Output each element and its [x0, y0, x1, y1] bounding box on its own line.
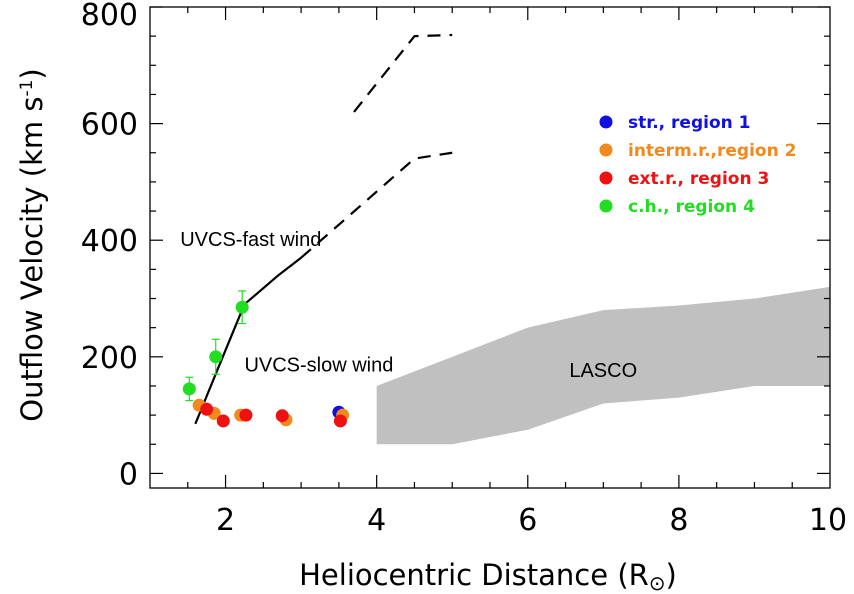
y-tick-label: 800: [81, 0, 138, 33]
data-points-layer: [182, 290, 350, 428]
x-axis-label: Heliocentric Distance (R⊙): [299, 558, 677, 594]
legend-label: c.h., region 4: [628, 197, 755, 217]
lasco-band-layer: [376, 286, 830, 445]
x-tick-label: 10: [809, 503, 847, 538]
data-point: [209, 350, 223, 364]
x-tick-label: 2: [216, 503, 235, 538]
y-tick-label: 400: [81, 224, 138, 259]
data-point: [275, 409, 289, 423]
lasco-band: [376, 286, 830, 445]
solid-wind-line: [194, 256, 302, 425]
x-tick-label: 4: [367, 503, 386, 538]
data-point: [333, 414, 347, 428]
dashed-wind-line: [300, 151, 453, 259]
legend-label: interm.r.,region 2: [628, 141, 796, 161]
annotation: UVCS-slow wind: [244, 354, 393, 376]
legend-label: ext.r., region 3: [628, 169, 769, 189]
legend-marker: [599, 199, 613, 213]
legend: str., region 1 interm.r.,region 2 ext.r., …: [599, 113, 796, 217]
data-point: [216, 414, 230, 428]
legend-marker: [599, 143, 613, 157]
data-point: [200, 402, 214, 416]
legend-marker: [599, 171, 613, 185]
axes-layer: 2 4 6 8 10 0 200 400 600 800: [81, 0, 847, 538]
y-tick-label: 0: [119, 457, 138, 492]
annotations-layer: UVCS-fast wind UVCS-slow wind LASCO: [180, 229, 637, 382]
x-tick-label: 8: [669, 503, 688, 538]
data-point: [182, 382, 196, 396]
legend-marker: [599, 115, 613, 129]
annotation: LASCO: [569, 360, 637, 382]
y-tick-label: 200: [81, 341, 138, 376]
y-axis-label: Outflow Velocity (km s-1): [15, 68, 49, 421]
annotation: UVCS-fast wind: [180, 229, 321, 251]
data-point: [239, 408, 253, 422]
legend-label: str., region 1: [628, 113, 750, 133]
y-tick-label: 600: [81, 108, 138, 143]
dashed-wind-line: [353, 33, 453, 113]
x-tick-label: 6: [518, 503, 537, 538]
data-point: [235, 300, 249, 314]
